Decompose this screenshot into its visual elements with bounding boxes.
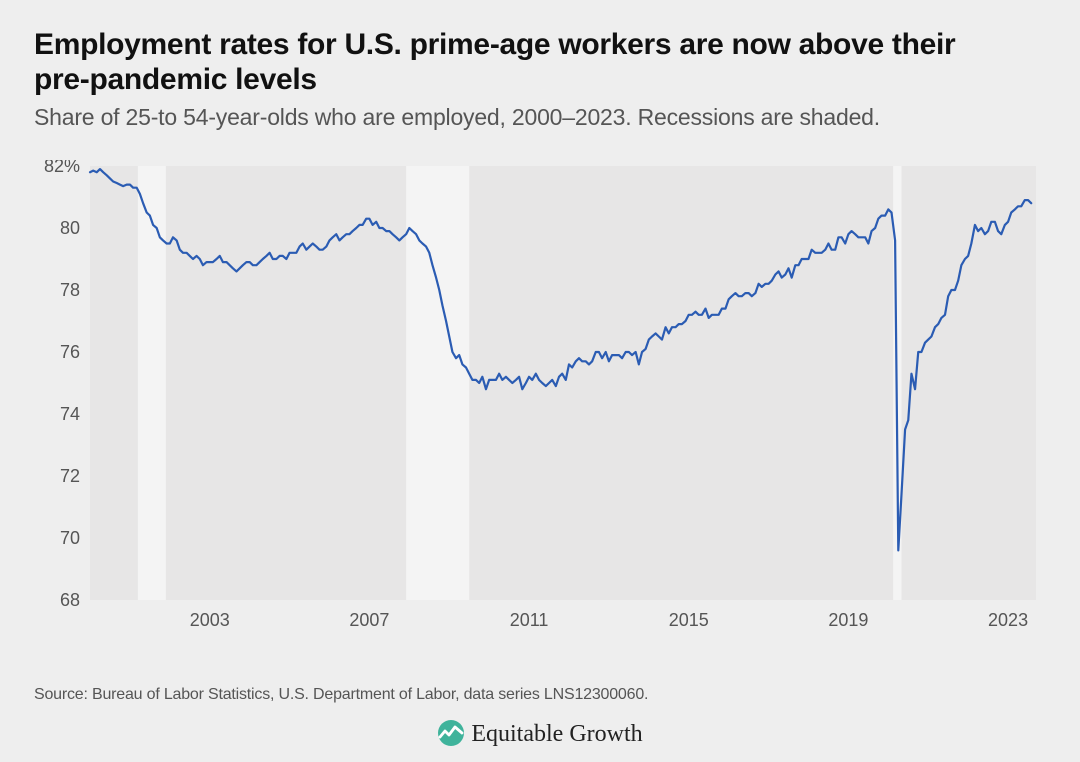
svg-text:80: 80 <box>60 218 80 238</box>
svg-text:76: 76 <box>60 342 80 362</box>
chart-title: Employment rates for U.S. prime-age work… <box>34 28 994 97</box>
source-text: Source: Bureau of Labor Statistics, U.S.… <box>34 686 648 704</box>
svg-text:2015: 2015 <box>669 610 709 630</box>
svg-text:2019: 2019 <box>828 610 868 630</box>
svg-text:2023: 2023 <box>988 610 1028 630</box>
svg-text:74: 74 <box>60 404 80 424</box>
svg-text:82%: 82% <box>44 160 80 176</box>
svg-text:2007: 2007 <box>349 610 389 630</box>
svg-text:68: 68 <box>60 590 80 610</box>
svg-text:2003: 2003 <box>190 610 230 630</box>
brand-footer: Equitable Growth <box>0 719 1080 748</box>
svg-text:70: 70 <box>60 528 80 548</box>
svg-text:78: 78 <box>60 280 80 300</box>
chart-subtitle: Share of 25-to 54-year-olds who are empl… <box>34 103 1046 133</box>
line-chart: 68 70 72 74 76 78 80 82% 2003 2007 2011 2015 2019 202… <box>34 160 1046 640</box>
svg-text:2011: 2011 <box>510 610 549 630</box>
brand-label: Equitable Growth <box>471 721 642 747</box>
svg-text:72: 72 <box>60 466 80 486</box>
chart-area: 68 70 72 74 76 78 80 82% 2003 2007 2011 2015 2019 202… <box>34 160 1046 640</box>
brand-logo-icon <box>437 719 465 747</box>
